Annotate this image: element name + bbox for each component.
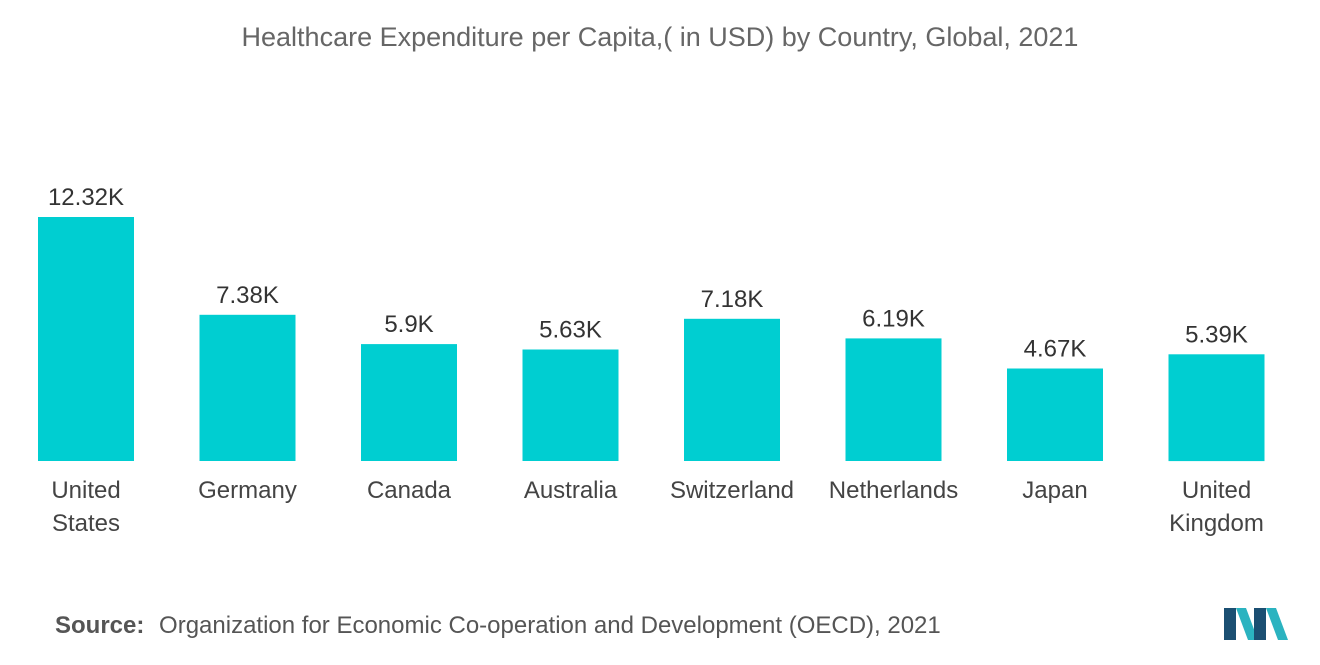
data-label: 12.32K bbox=[48, 184, 124, 211]
source-text: Organization for Economic Co-operation a… bbox=[159, 612, 941, 639]
category-label: Germany bbox=[198, 477, 297, 504]
chart-title: Healthcare Expenditure per Capita,( in U… bbox=[241, 22, 1079, 52]
data-label: 5.9K bbox=[384, 311, 433, 338]
data-label: 5.63K bbox=[539, 317, 602, 344]
bar-australia bbox=[522, 349, 619, 461]
data-label: 6.19K bbox=[862, 305, 925, 332]
bar-switzerland bbox=[684, 318, 780, 461]
bar-netherlands bbox=[845, 338, 942, 461]
category-label: Canada bbox=[367, 477, 452, 504]
bars-layer: 12.32K United States 7.38K Germany 5.9K Canada… bbox=[38, 184, 1265, 537]
bar-japan bbox=[1007, 368, 1103, 461]
source-label: Source: bbox=[55, 612, 145, 639]
bar-chart: 12.32K United States 7.38K Germany 5.9K Canada… bbox=[38, 184, 1265, 537]
bar-united-states bbox=[38, 217, 134, 461]
data-label: 7.38K bbox=[216, 282, 279, 309]
bar-canada bbox=[361, 344, 457, 461]
source-note: Source: Organization for Economic Co-ope… bbox=[55, 612, 941, 640]
bar-united-kingdom bbox=[1168, 354, 1265, 462]
category-label: Netherlands bbox=[829, 477, 958, 504]
data-label: 5.39K bbox=[1185, 321, 1248, 348]
mordor-intelligence-logo-icon bbox=[1224, 608, 1288, 640]
category-label: Switzerland bbox=[670, 477, 794, 504]
bar-germany bbox=[199, 314, 296, 461]
data-label: 4.67K bbox=[1024, 336, 1087, 363]
category-label: United States bbox=[51, 477, 120, 537]
data-label: 7.18K bbox=[701, 286, 764, 313]
category-label: Japan bbox=[1022, 477, 1087, 504]
category-label: Australia bbox=[524, 477, 618, 504]
category-label: United Kingdom bbox=[1169, 477, 1264, 537]
